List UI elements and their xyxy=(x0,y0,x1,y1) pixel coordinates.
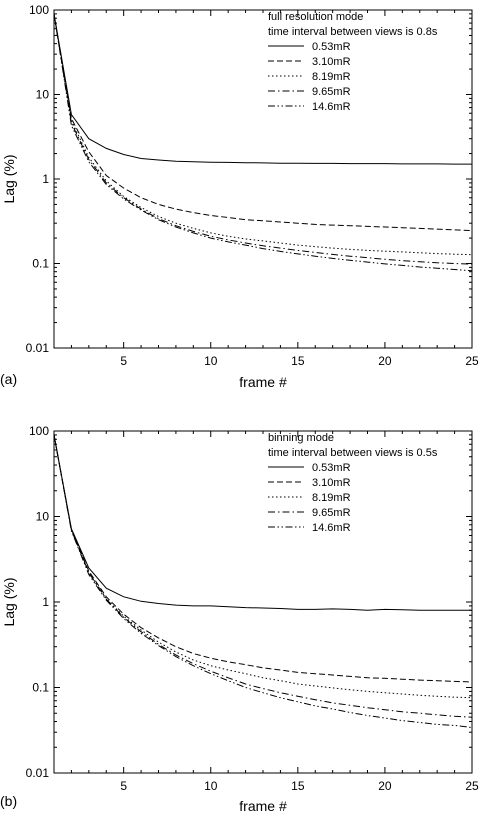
x-tick-label: 5 xyxy=(120,354,127,368)
legend-entry: 3.10mR xyxy=(312,477,351,489)
panel-b: 0.01 0.1 1 10 100 5 10 15 20 25 frame # Lag (%) (b) b… xyxy=(0,424,479,814)
series-line-0.53mR xyxy=(53,434,472,611)
y-tick-label: 1 xyxy=(42,595,49,609)
y-axis-label: Lag (%) xyxy=(1,154,17,203)
legend-title: time interval between views is 0.5s xyxy=(268,447,438,459)
legend-entry: 14.6mR xyxy=(312,101,351,113)
legend-title: time interval between views is 0.8s xyxy=(268,26,438,38)
y-tick-label: 0.1 xyxy=(32,681,49,695)
legend-entry: 0.53mR xyxy=(312,462,351,474)
legend-entry: 9.65mR xyxy=(312,507,351,519)
x-tick-label: 10 xyxy=(204,779,218,793)
series-line-14.6mR xyxy=(53,434,473,729)
y-tick-label: 100 xyxy=(29,3,49,17)
legend-entry: 0.53mR xyxy=(312,41,351,53)
series-line-8.19mR xyxy=(53,13,473,256)
x-tick-label: 20 xyxy=(378,354,392,368)
legend-entry: 8.19mR xyxy=(312,71,351,83)
legend-entry: 14.6mR xyxy=(312,522,351,534)
legend-entry: 8.19mR xyxy=(312,492,351,504)
y-tick-label: 1 xyxy=(42,172,49,186)
x-axis-label: frame # xyxy=(239,374,287,390)
y-tick-label: 10 xyxy=(36,88,50,102)
y-tick-label: 100 xyxy=(29,424,49,438)
y-axis-label: Lag (%) xyxy=(1,577,17,626)
y-tick-label: 0.1 xyxy=(32,257,49,271)
series-line-14.6mR xyxy=(53,13,473,272)
x-tick-label: 5 xyxy=(120,779,127,793)
x-tick-label: 25 xyxy=(465,354,479,368)
x-tick-label: 20 xyxy=(378,779,392,793)
series-line-0.53mR xyxy=(53,13,472,165)
y-tick-label: 0.01 xyxy=(26,766,50,780)
y-tick-label: 0.01 xyxy=(26,341,50,355)
series-line-9.65mR xyxy=(53,13,473,265)
x-tick-label: 25 xyxy=(465,779,479,793)
panel-a: 0.01 0.1 1 10 100 5 10 15 20 25 frame # Lag (%) (a) f… xyxy=(0,3,479,390)
x-tick-label: 15 xyxy=(291,354,305,368)
x-tick-label: 15 xyxy=(291,779,305,793)
series-line-8.19mR xyxy=(53,434,473,699)
x-tick-label: 10 xyxy=(204,354,218,368)
legend-entry: 3.10mR xyxy=(312,56,351,68)
series-line-9.65mR xyxy=(53,434,473,718)
legend-title: full resolution mode xyxy=(268,11,363,23)
legend-title: binning mode xyxy=(268,432,334,444)
series-line-3.10mR xyxy=(53,434,473,683)
panel-label: (b) xyxy=(0,793,17,809)
x-axis-label: frame # xyxy=(239,798,287,814)
series-line-3.10mR xyxy=(53,13,473,232)
legend-entry: 9.65mR xyxy=(312,86,351,98)
panel-label: (a) xyxy=(0,371,17,387)
plot-frame xyxy=(53,9,473,349)
y-tick-label: 10 xyxy=(36,510,50,524)
